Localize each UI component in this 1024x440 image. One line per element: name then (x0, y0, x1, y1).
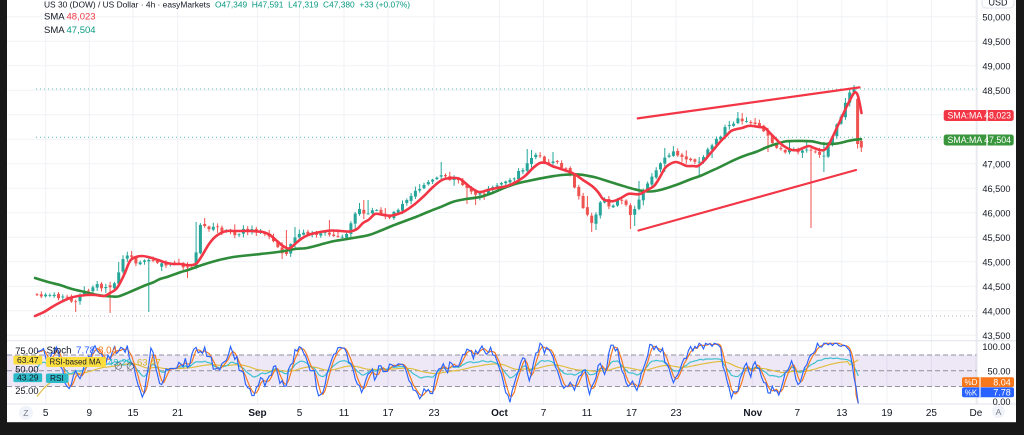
svg-text:USD: USD (988, 0, 1008, 8)
svg-text:43,500: 43,500 (982, 331, 1010, 341)
svg-text:7.78: 7.78 (993, 388, 1011, 398)
svg-text:25: 25 (926, 408, 938, 419)
svg-text:7: 7 (541, 408, 547, 419)
svg-text:Oct: Oct (491, 408, 508, 419)
svg-text:46,000: 46,000 (982, 208, 1010, 218)
svg-text:15: 15 (127, 408, 139, 419)
svg-text:5: 5 (43, 408, 49, 419)
svg-text:45,000: 45,000 (982, 257, 1010, 267)
svg-text:48,023: 48,023 (984, 111, 1011, 121)
svg-text:O47,349 H47,591 L47,319 C47: O47,349 H47,591 L47,319 C47,380 +33 (+0.… (215, 0, 410, 10)
svg-text:19: 19 (881, 408, 893, 419)
svg-text:11: 11 (582, 408, 593, 419)
svg-text:US 30 (DOW) / US Dollar · 4h ·: US 30 (DOW) / US Dollar · 4h · easyMarke… (44, 0, 210, 10)
svg-text:100.00: 100.00 (982, 342, 1010, 352)
svg-text:43.29: 43.29 (17, 373, 39, 383)
svg-text:7.78: 7.78 (76, 346, 96, 357)
svg-text:%K: %K (965, 388, 978, 397)
svg-text:63.47: 63.47 (17, 355, 39, 365)
svg-text:48,500: 48,500 (982, 86, 1010, 96)
svg-text:50.00: 50.00 (15, 364, 38, 374)
svg-text:0.00: 0.00 (993, 397, 1011, 407)
svg-text:8.04: 8.04 (98, 346, 118, 357)
svg-text:RSI-based MA: RSI-based MA (50, 358, 102, 367)
svg-text:47,504: 47,504 (984, 135, 1011, 145)
svg-text:46,500: 46,500 (982, 184, 1010, 194)
svg-text:21: 21 (172, 408, 184, 419)
svg-text:8.04: 8.04 (993, 377, 1011, 387)
svg-text:47,504: 47,504 (67, 25, 96, 36)
svg-text:Sep: Sep (248, 408, 266, 419)
svg-text:17: 17 (626, 408, 638, 419)
svg-text:Nov: Nov (743, 408, 762, 419)
svg-text:50.00: 50.00 (988, 367, 1011, 377)
svg-text:43.29: 43.29 (108, 358, 132, 369)
svg-text:SMA:MA: SMA:MA (948, 111, 983, 121)
svg-text:A: A (996, 407, 1002, 417)
svg-text:50,000: 50,000 (982, 12, 1010, 22)
svg-text:23: 23 (428, 408, 440, 419)
svg-text:De: De (970, 408, 983, 419)
svg-text:7: 7 (795, 408, 801, 419)
svg-text:44,000: 44,000 (982, 306, 1010, 316)
svg-text:47,000: 47,000 (982, 159, 1010, 169)
svg-text:∅: ∅ (126, 362, 135, 373)
svg-text:SMA: SMA (44, 12, 65, 23)
svg-text:RSI: RSI (50, 373, 64, 383)
svg-text:13: 13 (836, 408, 848, 419)
svg-text:9: 9 (87, 408, 93, 419)
svg-text:11: 11 (339, 408, 350, 419)
svg-text:49,500: 49,500 (982, 37, 1010, 47)
svg-text:%D: %D (965, 378, 978, 387)
svg-text:17: 17 (382, 408, 394, 419)
svg-text:Z: Z (23, 408, 28, 418)
svg-text:∅: ∅ (114, 362, 123, 373)
svg-text:49,000: 49,000 (982, 61, 1010, 71)
svg-text:44,500: 44,500 (982, 282, 1010, 292)
svg-text:75.00: 75.00 (15, 346, 38, 356)
svg-text:SMA: SMA (44, 25, 65, 36)
svg-text:5: 5 (297, 408, 303, 419)
svg-text:Stoch: Stoch (47, 346, 72, 357)
svg-text:SMA:MA: SMA:MA (948, 135, 983, 145)
svg-text:25.00: 25.00 (15, 386, 38, 396)
svg-text:63.47: 63.47 (137, 358, 161, 369)
svg-text:48,023: 48,023 (67, 12, 96, 23)
svg-text:45,500: 45,500 (982, 233, 1010, 243)
svg-text:23: 23 (670, 408, 682, 419)
